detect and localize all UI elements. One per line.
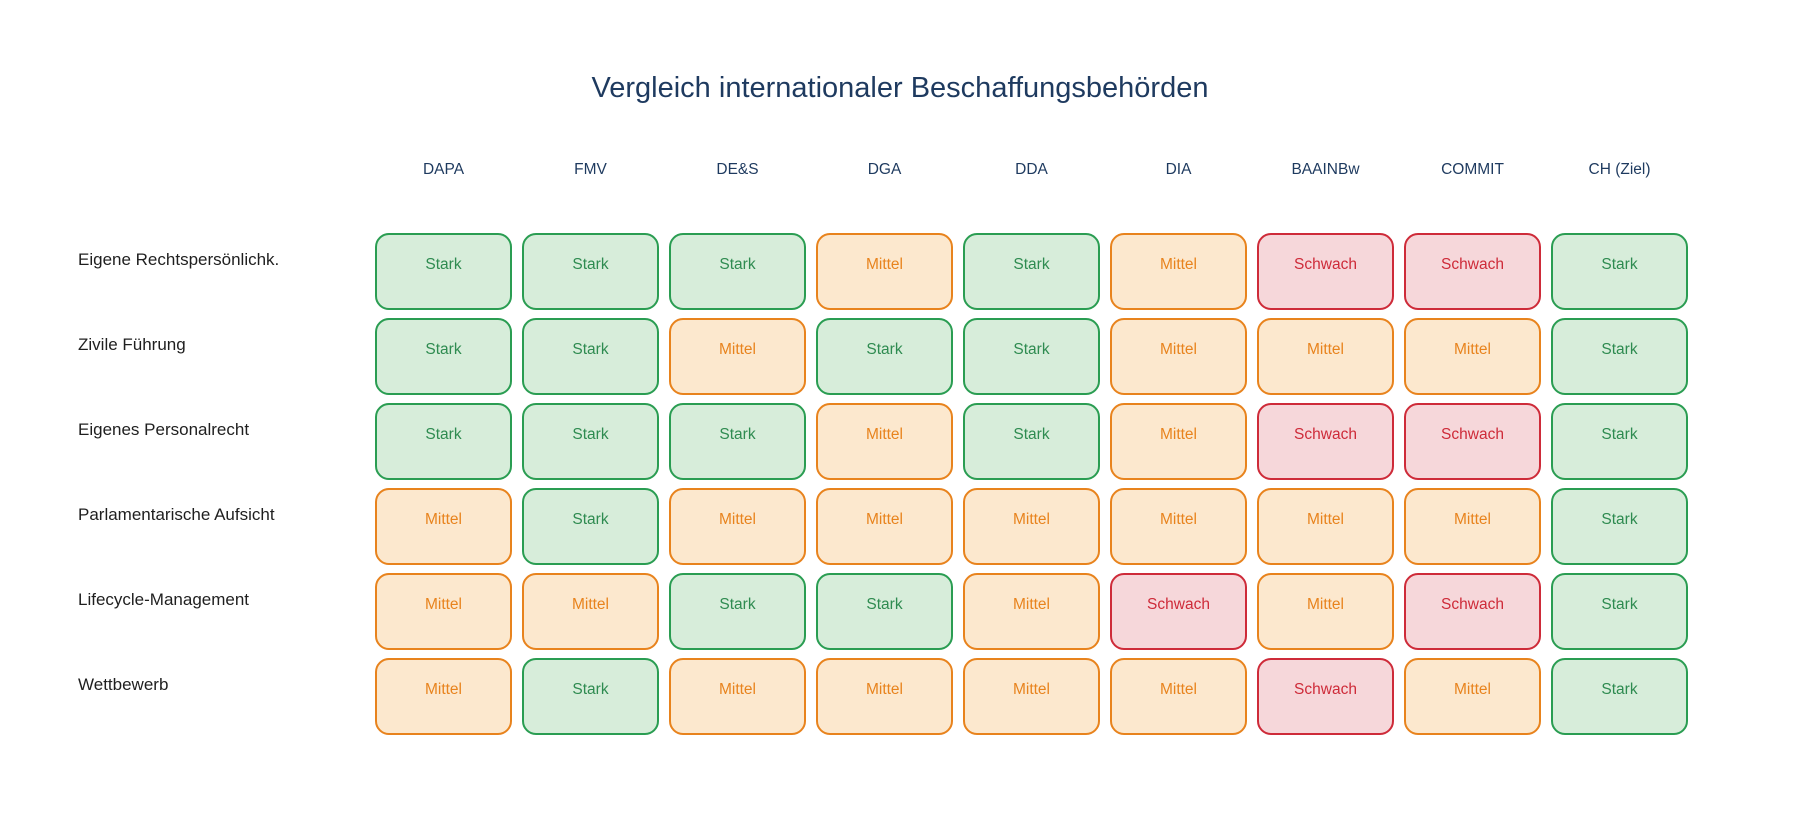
matrix-cell: Mittel — [669, 318, 806, 395]
row-label: Parlamentarische Aufsicht — [78, 505, 275, 524]
matrix-cell: Stark — [1551, 658, 1688, 735]
matrix-cell: Mittel — [816, 488, 953, 565]
row-label: Eigenes Personalrecht — [78, 420, 250, 439]
matrix-cell: Stark — [375, 403, 512, 480]
matrix-cell: Mittel — [1404, 488, 1541, 565]
matrix-cell: Stark — [669, 573, 806, 650]
matrix-cell: Mittel — [1110, 403, 1247, 480]
row-label: Eigene Rechtspersönlichk. — [78, 250, 280, 269]
matrix-cell: Mittel — [375, 658, 512, 735]
row-label: Wettbewerb — [78, 675, 169, 694]
chart-title: Vergleich internationaler Beschaffungsbe… — [591, 72, 1209, 104]
column-header: BAAINBw — [1291, 160, 1360, 178]
matrix-cell: Stark — [963, 233, 1100, 310]
matrix-cell: Mittel — [963, 658, 1100, 735]
matrix-cell: Schwach — [1404, 573, 1541, 650]
matrix-cell: Stark — [522, 318, 659, 395]
matrix-cell: Mittel — [1404, 658, 1541, 735]
matrix-cell: Mittel — [816, 403, 953, 480]
row-label: Zivile Führung — [78, 335, 186, 354]
matrix-cell: Mittel — [375, 488, 512, 565]
matrix-cell: Mittel — [816, 233, 953, 310]
matrix-cell: Stark — [816, 318, 953, 395]
matrix-cell: Mittel — [1257, 488, 1394, 565]
matrix-cell: Schwach — [1257, 403, 1394, 480]
matrix-cell: Mittel — [669, 658, 806, 735]
matrix-cell: Stark — [669, 233, 806, 310]
matrix-cell: Stark — [1551, 573, 1688, 650]
matrix-cell: Stark — [522, 233, 659, 310]
matrix-cell: Stark — [1551, 403, 1688, 480]
column-header: DGA — [867, 160, 902, 178]
column-header: DE&S — [716, 160, 759, 178]
matrix-cell: Mittel — [963, 573, 1100, 650]
matrix-cell: Mittel — [1110, 233, 1247, 310]
column-header: FMV — [574, 160, 607, 178]
matrix-cell: Stark — [375, 233, 512, 310]
matrix-cell: Mittel — [522, 573, 659, 650]
matrix-cell: Stark — [1551, 488, 1688, 565]
matrix-cell: Stark — [963, 403, 1100, 480]
matrix-cell: Stark — [1551, 318, 1688, 395]
column-header: DIA — [1165, 160, 1192, 178]
matrix-cell: Stark — [522, 488, 659, 565]
matrix-cell: Mittel — [1404, 318, 1541, 395]
matrix-cell: Mittel — [963, 488, 1100, 565]
matrix-cell: Stark — [963, 318, 1100, 395]
matrix-cell: Mittel — [1257, 318, 1394, 395]
matrix-cell: Schwach — [1404, 403, 1541, 480]
matrix-cell: Stark — [1551, 233, 1688, 310]
matrix-cell: Mittel — [816, 658, 953, 735]
matrix-cell: Schwach — [1257, 658, 1394, 735]
column-header: CH (Ziel) — [1588, 160, 1651, 178]
column-header: COMMIT — [1441, 160, 1504, 178]
matrix-cell: Schwach — [1257, 233, 1394, 310]
comparison-matrix: DAPA FMV DE&S DGA DDA DIA BAAINBw COMMIT CH (Zie… — [78, 106, 1800, 743]
column-header: DDA — [1015, 160, 1048, 178]
matrix-cell: Mittel — [375, 573, 512, 650]
matrix-cell: Mittel — [1110, 658, 1247, 735]
matrix-cell: Schwach — [1110, 573, 1247, 650]
matrix-cell: Mittel — [1110, 488, 1247, 565]
matrix-cell: Mittel — [1110, 318, 1247, 395]
matrix-cell: Mittel — [1257, 573, 1394, 650]
matrix-cell: Stark — [522, 658, 659, 735]
matrix-cell: Schwach — [1404, 233, 1541, 310]
column-header: DAPA — [422, 160, 465, 178]
matrix-cell: Stark — [816, 573, 953, 650]
matrix-cell: Stark — [522, 403, 659, 480]
matrix-cell: Stark — [669, 403, 806, 480]
matrix-cell: Stark — [375, 318, 512, 395]
row-label: Lifecycle-Management — [78, 590, 250, 609]
matrix-cell: Mittel — [669, 488, 806, 565]
